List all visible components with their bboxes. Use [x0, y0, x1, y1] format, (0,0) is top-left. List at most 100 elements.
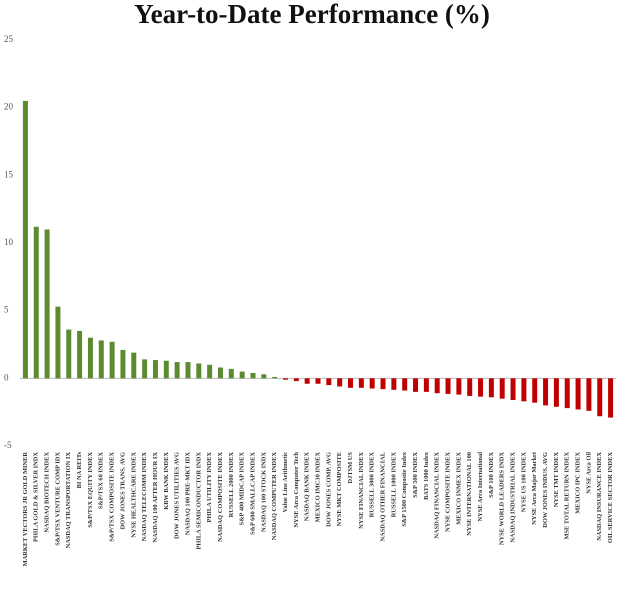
x-tick-label: NYSE FINANCIAL INDEX: [358, 452, 365, 529]
bar: [467, 378, 473, 396]
bar: [553, 378, 559, 407]
x-tick-label: NYSE Arca International: [477, 452, 484, 522]
x-tick-label: NYSE US 100 INDEX: [520, 452, 527, 513]
y-tick-label: 25: [4, 34, 14, 44]
bar: [358, 378, 364, 388]
bar: [348, 378, 354, 388]
x-tick-label: NYSE INTERNATIONAL 100: [466, 452, 473, 536]
bar: [402, 378, 408, 391]
y-tick-label: 20: [4, 102, 14, 112]
bar: [120, 349, 126, 379]
x-tick-label: NASDAQ INSURANCE INDEX: [596, 452, 603, 541]
x-tick-label: NYSE COMPOSITE INDEX: [445, 452, 452, 532]
y-tick-label: 0: [4, 372, 9, 382]
x-tick-label: S&P 400 MIDCAP INDEX: [239, 452, 246, 526]
x-tick-label: NYSE Arca Oil: [585, 452, 592, 494]
bar: [44, 229, 50, 379]
x-tick-label: RUSSELL 1000 INDEX: [390, 452, 397, 518]
bar: [304, 378, 310, 384]
x-tick-label: S&P 1500 Composite Index: [401, 451, 408, 527]
bar: [597, 378, 603, 417]
x-tick-label: S&P/TSX COMPOSITE INDEX: [109, 452, 116, 542]
x-tick-label: MEXICO IPC INDEX: [575, 452, 582, 514]
bar: [87, 337, 93, 379]
x-tick-label: S&P/TSX VENTURE COMP IDX: [54, 452, 61, 546]
x-tick-label: NASDAQ FINANCIAL INDEX: [434, 452, 441, 539]
x-tick-label: Value Line Arithmetic: [282, 452, 289, 513]
bar: [337, 378, 343, 387]
bar: [131, 352, 137, 379]
x-tick-label: NYSE Arca Computer Tech: [293, 452, 300, 528]
bar: [608, 378, 614, 418]
bar: [499, 378, 505, 399]
x-tick-label: DJTSM US: [347, 452, 354, 484]
bar: [66, 329, 72, 379]
bar: [391, 378, 397, 390]
x-tick-label: MARKET VECTORS JR GOLD MINER: [22, 452, 29, 567]
x-tick-label: NASDAQ BANK INDEX: [304, 452, 311, 522]
bar: [445, 378, 451, 394]
bar: [564, 378, 570, 409]
bar: [413, 378, 419, 392]
x-tick-label: NASDAQ 100 STOCK INDX: [260, 452, 267, 532]
y-tick-label: -5: [4, 440, 12, 450]
bar: [586, 378, 592, 411]
bar: [142, 359, 148, 379]
y-tick-label: 5: [4, 305, 9, 315]
x-tick-label: NASDAQ BIOTECH INDEX: [44, 452, 51, 533]
bar: [239, 371, 245, 379]
x-tick-label: NYSE HEALTHCARE INDEX: [130, 452, 137, 538]
bar: [380, 378, 386, 390]
bar: [163, 360, 169, 379]
bar: [315, 378, 321, 384]
x-tick-label: MSE TOTAL RETURN INDEX: [564, 452, 571, 540]
x-tick-label: S&P/TSX EQUITY INDEX: [87, 452, 94, 528]
x-tick-label: NASDAQ TELECOMM INDEX: [141, 452, 148, 542]
bar: [478, 378, 484, 397]
x-tick-label: NYSE WORLD LEADERS INDX: [499, 452, 506, 545]
bar: [185, 362, 191, 379]
bar: [109, 341, 115, 379]
bar: [228, 368, 234, 379]
x-tick-label: S&P/TSX 60 INDEX: [98, 452, 105, 510]
bar: [293, 378, 299, 382]
x-tick-label: DOW JONES INDUS. AVG: [542, 452, 549, 528]
x-tick-label: PHILA SEMICONDUCTOR INDX: [195, 452, 202, 550]
x-tick-label: NASDAQ TRANSPORTATION IX: [65, 452, 72, 549]
bar: [77, 330, 83, 379]
bar: [272, 376, 278, 379]
x-tick-label: RUSSELL 3000 INDEX: [369, 452, 376, 518]
bar: [423, 378, 429, 392]
x-tick-label: S&P 100 INDEX: [488, 452, 495, 498]
x-tick-label: BATS 1000 Index: [423, 451, 430, 500]
x-tick-label: NYSE TMT INDEX: [553, 452, 560, 508]
bar: [510, 378, 516, 400]
x-tick-label: NASDAQ 100 AFTER HOUR IX: [152, 452, 159, 543]
x-tick-label: NASDAQ 100 PRE-MKT IDX: [184, 452, 191, 536]
bar: [521, 378, 527, 402]
bar: [326, 378, 332, 386]
x-tick-label: S&P 500 INDEX: [412, 452, 419, 498]
bar: [369, 378, 375, 389]
bar: [488, 378, 494, 398]
y-tick-label: 15: [4, 169, 14, 179]
bar: [207, 364, 213, 379]
bar: [33, 226, 39, 379]
bar: [250, 372, 256, 379]
x-tick-label: S&P 600 SMALLCAP INDEX: [249, 452, 256, 535]
bar: [217, 367, 223, 379]
bar: [456, 378, 462, 395]
x-tick-label: NASDAQ OTHER FINANCIAL: [379, 452, 386, 541]
x-tick-label: DOW JONES UTILITIES AVG: [174, 452, 181, 539]
bar: [196, 363, 202, 379]
y-tick-label: 10: [4, 237, 14, 247]
x-tick-label: NASDAQ INDUSTRIAL INDEX: [510, 452, 517, 543]
x-tick-label: NYSE MKT COMPOSITE: [336, 452, 343, 526]
x-tick-label: PHILA GOLD & SILVER INDX: [33, 452, 40, 542]
x-tick-label: MEXICO IMC30 INDEX: [314, 452, 321, 523]
bar: [174, 362, 180, 379]
bar: [152, 360, 158, 379]
bar: [261, 374, 267, 379]
bar: [22, 100, 28, 379]
